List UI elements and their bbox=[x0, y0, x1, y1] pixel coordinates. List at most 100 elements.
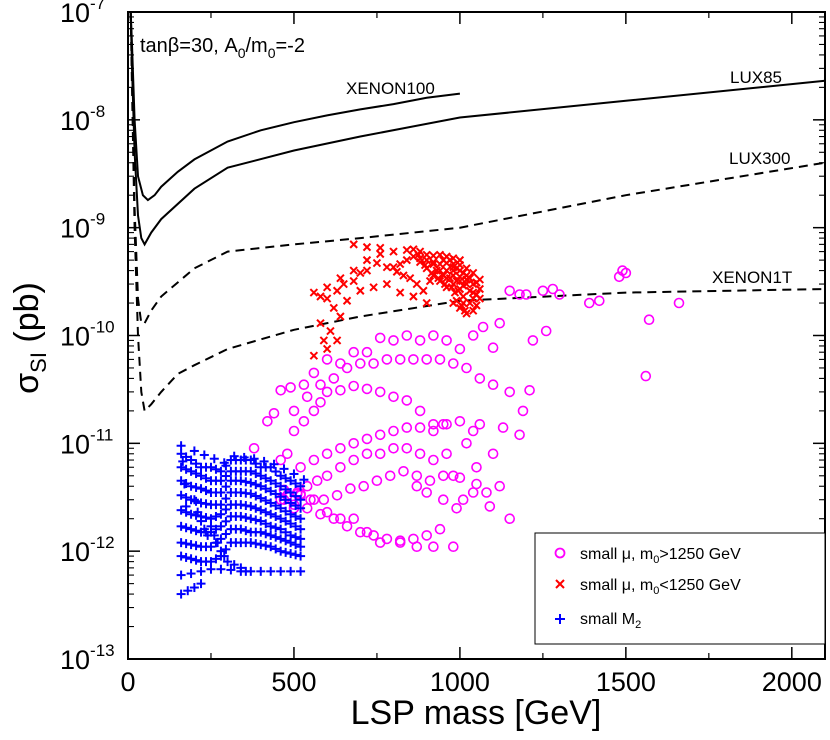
point-plus bbox=[291, 511, 301, 521]
point-circle bbox=[451, 502, 462, 514]
legend-item-blue: small M2 bbox=[555, 611, 641, 631]
point-circle bbox=[394, 537, 406, 548]
point-x-stroke bbox=[459, 298, 468, 308]
point-x-stroke bbox=[472, 290, 481, 299]
point-circle bbox=[295, 461, 306, 473]
point-plus bbox=[236, 524, 246, 534]
point-x bbox=[468, 306, 478, 315]
point-circle bbox=[288, 425, 300, 437]
point-circle bbox=[477, 321, 489, 333]
point-circle bbox=[428, 418, 439, 430]
point-plus bbox=[176, 521, 186, 531]
point-x bbox=[435, 250, 445, 260]
point-plus bbox=[206, 557, 216, 567]
point-plus bbox=[186, 569, 196, 579]
point-x-stroke bbox=[326, 326, 335, 336]
point-plus bbox=[251, 515, 261, 525]
point-plus bbox=[261, 529, 271, 539]
point-plus bbox=[176, 449, 186, 459]
point-x-stroke bbox=[472, 301, 481, 310]
limit-curve-xenon1t bbox=[129, 11, 826, 413]
point-plus bbox=[286, 509, 296, 519]
point-circle bbox=[335, 513, 346, 525]
point-circle bbox=[361, 383, 373, 395]
point-plus bbox=[299, 475, 309, 485]
point-x bbox=[376, 243, 385, 253]
point-plus bbox=[286, 549, 296, 559]
point-x bbox=[442, 258, 451, 268]
point-plus bbox=[199, 524, 209, 534]
point-plus bbox=[261, 496, 271, 506]
point-x-stroke bbox=[434, 273, 443, 283]
point-x-stroke bbox=[322, 294, 332, 303]
point-x-stroke bbox=[439, 271, 448, 280]
point-plus bbox=[211, 464, 221, 474]
point-circle bbox=[388, 425, 399, 437]
point-plus bbox=[281, 473, 291, 483]
point-plus bbox=[256, 566, 266, 576]
point-x bbox=[449, 254, 458, 263]
point-plus bbox=[191, 459, 201, 469]
point-plus bbox=[286, 476, 296, 486]
point-plus bbox=[246, 514, 256, 524]
point-plus bbox=[261, 541, 271, 551]
point-circle bbox=[454, 472, 466, 484]
point-plus bbox=[296, 566, 306, 576]
point-x-stroke bbox=[402, 255, 412, 265]
point-circle bbox=[540, 325, 552, 337]
point-circle bbox=[457, 494, 469, 506]
point-plus bbox=[191, 541, 201, 551]
point-plus bbox=[181, 464, 191, 474]
point-plus bbox=[181, 523, 191, 533]
point-x bbox=[434, 273, 443, 283]
point-x bbox=[468, 268, 478, 278]
point-circle bbox=[348, 380, 360, 392]
point-circle bbox=[401, 395, 413, 406]
point-circle bbox=[421, 530, 433, 541]
point-x-stroke bbox=[429, 259, 438, 269]
point-circle bbox=[504, 285, 516, 297]
point-x-stroke bbox=[415, 254, 425, 263]
point-circle bbox=[374, 429, 386, 441]
point-x bbox=[462, 275, 471, 284]
point-plus bbox=[296, 542, 306, 552]
point-plus bbox=[211, 524, 221, 534]
point-plus bbox=[186, 466, 196, 476]
point-x bbox=[440, 279, 450, 289]
point-plus bbox=[181, 501, 191, 511]
point-x-stroke bbox=[449, 262, 458, 272]
point-x-stroke bbox=[356, 268, 365, 278]
point-x-stroke bbox=[422, 255, 431, 265]
point-x-stroke bbox=[332, 286, 342, 295]
point-x bbox=[439, 271, 448, 280]
point-plus bbox=[279, 464, 289, 474]
point-plus bbox=[196, 579, 206, 589]
point-circle bbox=[361, 526, 373, 538]
point-circle bbox=[298, 379, 310, 391]
point-circle bbox=[354, 358, 366, 369]
point-x-stroke bbox=[465, 286, 475, 295]
point-plus bbox=[199, 450, 209, 460]
point-plus bbox=[291, 521, 301, 531]
point-circle bbox=[321, 386, 333, 398]
point-circle bbox=[328, 513, 340, 525]
point-x bbox=[427, 268, 436, 278]
curve-label-xenon1t: XENON1T bbox=[712, 268, 792, 287]
point-circle bbox=[394, 354, 406, 365]
point-circle bbox=[434, 523, 446, 535]
point-circle bbox=[305, 494, 316, 506]
point-circle bbox=[368, 530, 379, 541]
point-x bbox=[382, 262, 392, 272]
point-circle bbox=[408, 354, 419, 365]
point-x bbox=[399, 271, 408, 280]
point-plus bbox=[266, 498, 276, 508]
point-plus bbox=[251, 503, 261, 513]
point-plus bbox=[186, 509, 196, 519]
point-circle bbox=[514, 289, 525, 300]
point-circle bbox=[248, 442, 260, 454]
point-plus bbox=[271, 544, 281, 554]
point-circle bbox=[298, 415, 310, 427]
point-circle bbox=[421, 354, 433, 365]
point-x bbox=[395, 259, 405, 269]
point-plus bbox=[271, 489, 281, 499]
